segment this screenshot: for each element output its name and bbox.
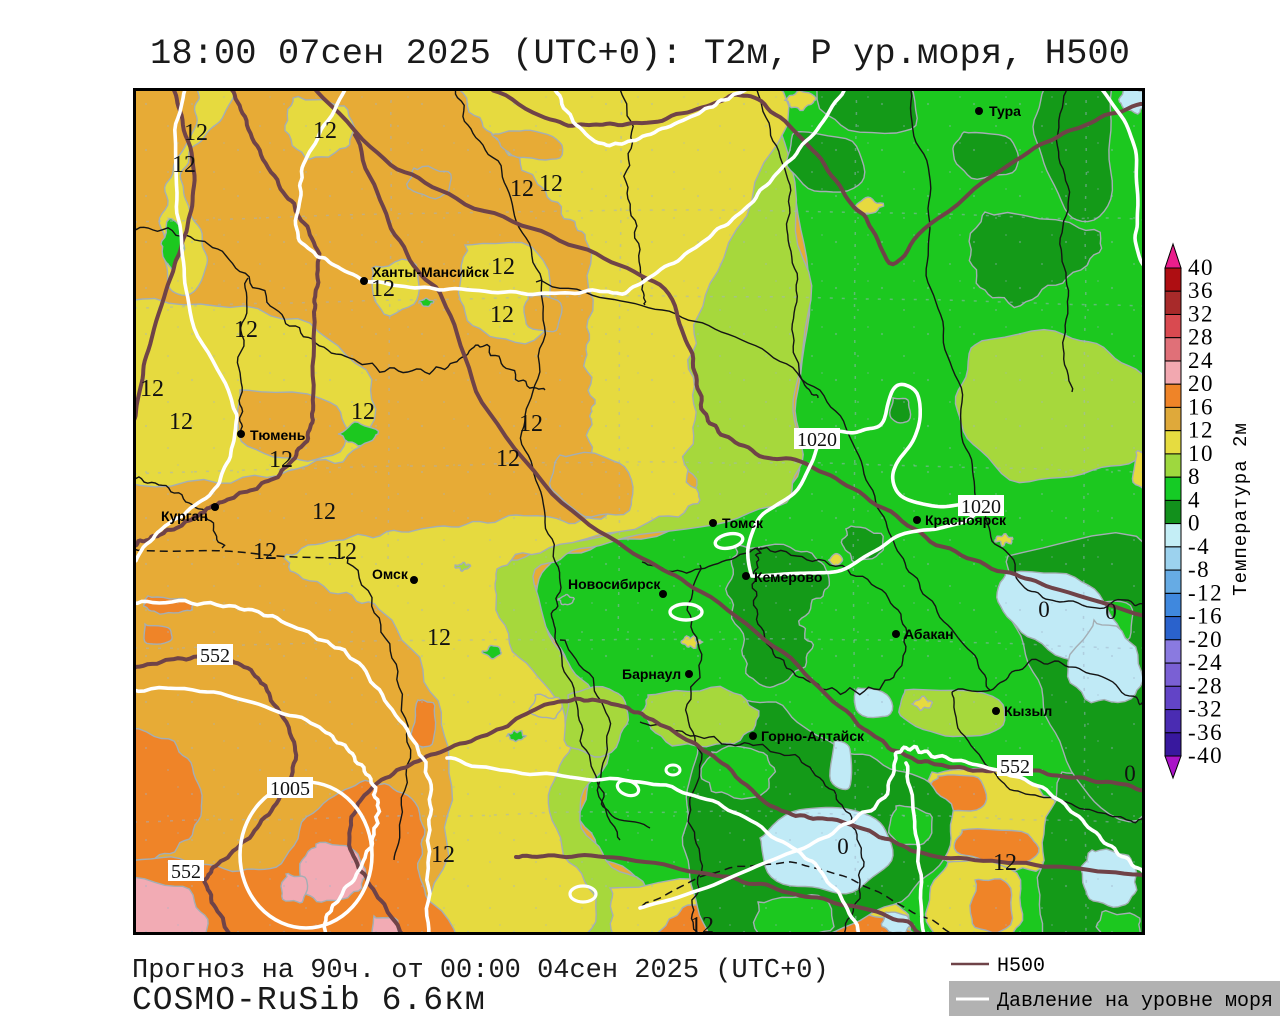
svg-text:32: 32 (1188, 302, 1214, 327)
svg-text:16: 16 (1188, 394, 1214, 419)
svg-text:36: 36 (1188, 278, 1214, 303)
svg-text:552: 552 (200, 645, 230, 667)
svg-text:12: 12 (539, 171, 563, 197)
svg-text:12: 12 (490, 302, 514, 328)
svg-text:Красноярск: Красноярск (925, 512, 1007, 528)
svg-text:-16: -16 (1188, 604, 1223, 629)
svg-text:12: 12 (690, 913, 714, 939)
svg-text:12: 12 (253, 539, 277, 565)
svg-text:12: 12 (1188, 418, 1214, 443)
svg-text:Кызыл: Кызыл (1004, 703, 1052, 719)
svg-text:COSMO-RuSib 6.6км: COSMO-RuSib 6.6км (132, 982, 486, 1019)
svg-text:Новосибирск: Новосибирск (568, 576, 661, 592)
svg-text:10: 10 (1188, 441, 1214, 466)
svg-text:12: 12 (431, 842, 455, 868)
svg-text:12: 12 (427, 625, 451, 651)
svg-text:Барнаул: Барнаул (622, 666, 681, 682)
svg-text:Курган: Курган (161, 508, 208, 524)
svg-text:12: 12 (333, 539, 357, 565)
svg-text:1005: 1005 (270, 778, 310, 800)
svg-text:12: 12 (172, 152, 196, 178)
svg-text:552: 552 (1000, 756, 1030, 778)
svg-text:1020: 1020 (961, 496, 1001, 518)
svg-text:12: 12 (496, 446, 520, 472)
svg-text:552: 552 (171, 861, 201, 883)
svg-text:0: 0 (1124, 761, 1136, 786)
svg-text:4: 4 (1188, 487, 1201, 512)
svg-text:20: 20 (1188, 371, 1214, 396)
svg-text:-20: -20 (1188, 627, 1223, 652)
svg-text:0: 0 (1188, 511, 1201, 536)
svg-text:-8: -8 (1188, 557, 1210, 582)
svg-text:-28: -28 (1188, 673, 1223, 698)
svg-text:Горно-Алтайск: Горно-Алтайск (761, 728, 865, 744)
svg-text:-12: -12 (1188, 580, 1223, 605)
svg-text:40: 40 (1188, 255, 1214, 280)
svg-text:12: 12 (491, 254, 515, 280)
svg-text:8: 8 (1188, 464, 1201, 489)
svg-text:-36: -36 (1188, 720, 1223, 745)
svg-text:12: 12 (371, 276, 395, 302)
svg-text:-40: -40 (1188, 743, 1223, 768)
svg-text:H500: H500 (997, 955, 1045, 978)
svg-text:Абакан: Абакан (904, 626, 954, 642)
svg-text:1020: 1020 (797, 429, 837, 451)
svg-text:12: 12 (519, 411, 543, 437)
svg-text:12: 12 (351, 399, 375, 425)
svg-text:12: 12 (140, 376, 164, 402)
svg-text:12: 12 (184, 120, 208, 146)
svg-text:12: 12 (234, 317, 258, 343)
svg-text:12: 12 (312, 499, 336, 525)
svg-text:12: 12 (993, 850, 1017, 876)
svg-text:28: 28 (1188, 325, 1214, 350)
svg-text:Прогноз на 90ч. от 00:00 04сен: Прогноз на 90ч. от 00:00 04сен 2025 (UTC… (132, 956, 829, 986)
svg-text:Омск: Омск (372, 566, 409, 582)
svg-text:12: 12 (269, 447, 293, 473)
svg-text:0: 0 (1105, 599, 1117, 624)
svg-text:12: 12 (313, 118, 337, 144)
svg-text:Тюмень: Тюмень (250, 427, 306, 443)
svg-text:0: 0 (1038, 597, 1050, 622)
svg-text:-4: -4 (1188, 534, 1210, 559)
svg-text:12: 12 (510, 176, 534, 202)
svg-text:0: 0 (837, 834, 849, 859)
svg-text:Кемерово: Кемерово (754, 569, 822, 585)
svg-text:Температура 2м: Температура 2м (1230, 422, 1252, 596)
svg-text:24: 24 (1188, 348, 1214, 373)
svg-text:Ханты-Мансийск: Ханты-Мансийск (372, 264, 490, 280)
svg-text:12: 12 (169, 409, 193, 435)
svg-text:-24: -24 (1188, 650, 1223, 675)
svg-text:-32: -32 (1188, 697, 1223, 722)
svg-text:18:00 07сен 2025 (UTC+0): Т2м,: 18:00 07сен 2025 (UTC+0): Т2м, Р ур.моря… (150, 33, 1130, 74)
svg-text:Тура: Тура (989, 103, 1021, 119)
svg-text:Давление на уровне моря: Давление на уровне моря (997, 990, 1273, 1013)
svg-text:Томск: Томск (722, 515, 764, 531)
